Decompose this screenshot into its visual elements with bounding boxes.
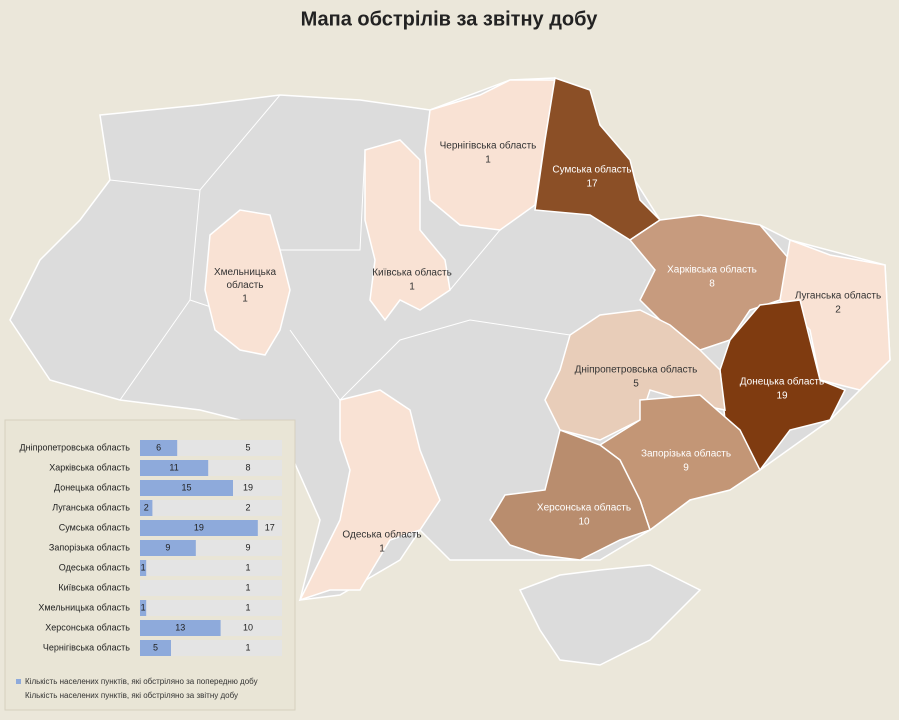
region: [489, 429, 651, 561]
current-value: 1: [245, 562, 250, 572]
region-label: Київська область: [372, 267, 452, 279]
bar: [140, 540, 196, 556]
row-background: [140, 500, 282, 516]
current-value: 5: [245, 442, 250, 452]
category-label: Чернігівська область: [43, 642, 130, 652]
region: [598, 394, 761, 532]
bar: [140, 460, 209, 476]
border: [449, 229, 501, 291]
region-label: Херсонська область: [537, 502, 631, 514]
bar-value: 11: [169, 462, 178, 472]
current-value: 1: [245, 602, 250, 612]
region: [364, 139, 451, 322]
region-label: Одеська область: [342, 529, 421, 541]
bar-value: 9: [165, 542, 170, 552]
category-label: Дніпропетровська область: [20, 442, 131, 452]
bar-value: 19: [194, 522, 204, 532]
category-label: Одеська область: [59, 562, 131, 572]
region-value: 1: [409, 282, 415, 293]
region-label-line: Хмельницька: [214, 267, 276, 278]
border: [280, 149, 366, 251]
bar: [140, 620, 221, 636]
region-label-line: область: [226, 279, 263, 291]
region-label: Хмельницька область: [214, 267, 276, 291]
row-background: [140, 600, 282, 616]
region: [628, 214, 791, 351]
category-label: Запорізька область: [49, 542, 130, 552]
region-label: Луганська область: [795, 290, 881, 302]
bar: [140, 520, 258, 536]
region-value: 5: [633, 379, 639, 390]
current-value: 8: [245, 462, 250, 472]
region-label: Харківська область: [667, 264, 757, 276]
category-label: Херсонська область: [45, 622, 130, 632]
category-label: Київська область: [58, 582, 130, 592]
region-label: Сумська область: [552, 164, 631, 176]
bar: [140, 440, 178, 456]
crimea: [518, 564, 702, 666]
current-value: 2: [245, 502, 250, 512]
region-value: 8: [709, 279, 715, 290]
region-label: Донецька область: [740, 376, 824, 388]
bar-value: 1: [141, 562, 146, 572]
region-value: 10: [578, 517, 590, 528]
bar: [140, 560, 147, 576]
bar: [140, 640, 171, 656]
region-label: Дніпропетровська область: [575, 364, 698, 376]
bar-value: 1: [141, 602, 146, 612]
category-label: Хмельницька область: [38, 602, 130, 612]
bar: [140, 480, 233, 496]
region-value: 2: [835, 305, 841, 316]
current-value: 17: [265, 522, 275, 532]
category-label: Луганська область: [52, 502, 130, 512]
region-value: 17: [586, 179, 598, 190]
region: [298, 389, 441, 602]
current-value: 1: [245, 642, 250, 652]
row-background: [140, 640, 282, 656]
bar-value: 15: [181, 482, 191, 492]
current-value: 9: [245, 542, 250, 552]
region-value: 1: [485, 155, 491, 166]
region-value: 9: [683, 463, 689, 474]
legend-entry: Кількість населених пунктів, які обстріл…: [25, 691, 238, 700]
category-label: Сумська область: [59, 522, 131, 532]
category-label: Харківська область: [49, 462, 130, 472]
current-value: 19: [243, 482, 253, 492]
region-value: 19: [776, 391, 788, 402]
row-background: [140, 560, 282, 576]
row-background: [140, 580, 282, 596]
legend-swatch: [16, 679, 21, 684]
region-value: 1: [379, 544, 385, 555]
legend-entry: Кількість населених пунктів, які обстріл…: [25, 677, 258, 686]
category-label: Донецька область: [54, 482, 130, 492]
current-value: 1: [245, 582, 250, 592]
bar-value: 5: [153, 642, 158, 652]
border: [289, 319, 571, 401]
title: Мапа обстрілів за звітну добу: [301, 8, 599, 30]
bar: [140, 600, 147, 616]
current-value: 10: [243, 622, 253, 632]
region-label: Чернігівська область: [440, 140, 537, 152]
region: [204, 209, 291, 356]
region-value: 1: [242, 294, 248, 305]
bar-value: 6: [156, 442, 161, 452]
region-label: Запорізька область: [641, 448, 731, 460]
bar-value: 13: [175, 622, 185, 632]
bar-value: 2: [144, 502, 149, 512]
bar: [140, 500, 153, 516]
region: [719, 299, 847, 472]
